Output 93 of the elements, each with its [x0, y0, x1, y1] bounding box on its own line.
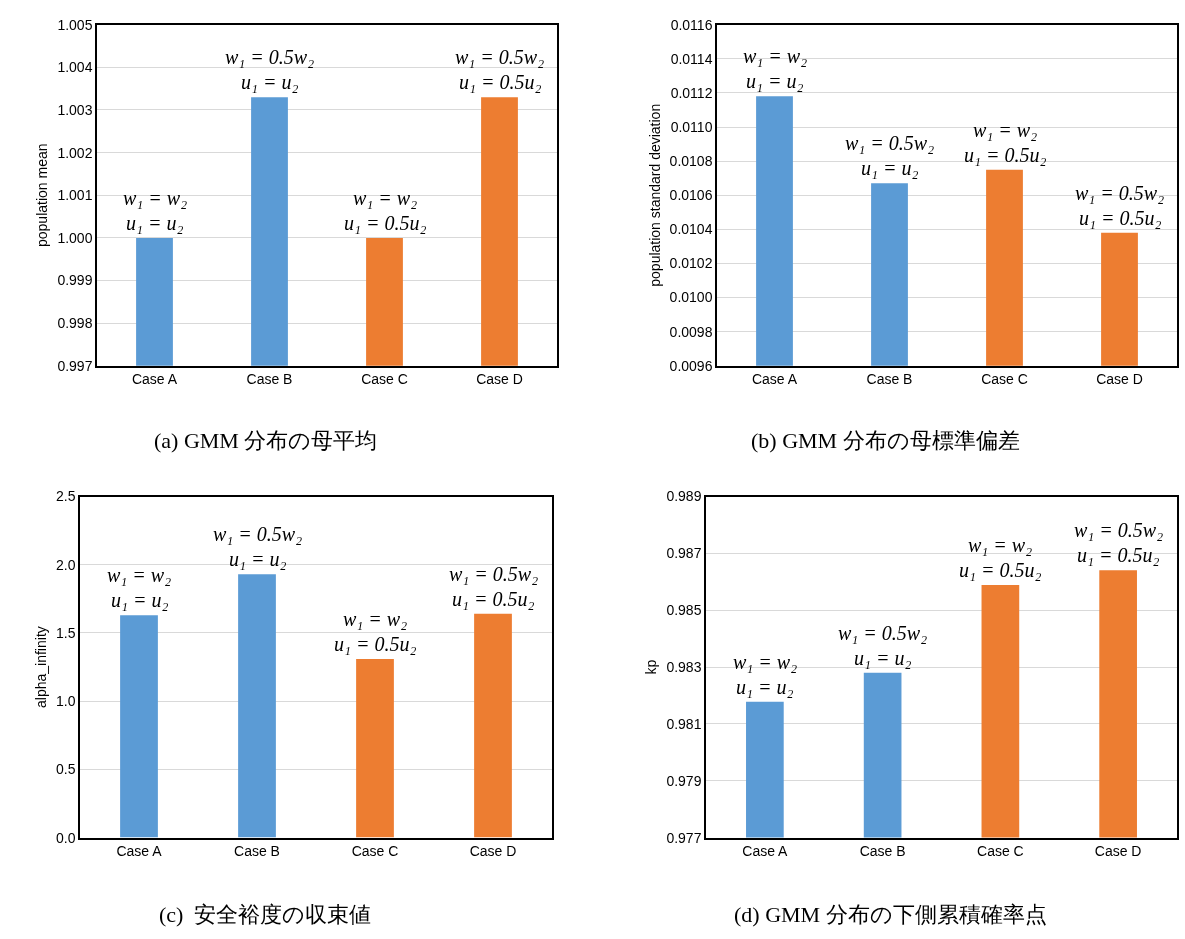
y-tick-label: 2.0: [55, 556, 76, 573]
x-tick-label: Case A: [742, 843, 789, 860]
x-tick-label: Case C: [361, 371, 408, 388]
x-tick-label: Case C: [977, 843, 1024, 860]
annotation: w₁ = 0.5w₂: [845, 132, 935, 154]
y-tick-label: 0.998: [57, 315, 93, 332]
annotation: u₁ = u₂: [746, 70, 804, 92]
text: (a) GMM 分布の母平均: [154, 428, 378, 453]
x-tick-label: Case B: [859, 843, 906, 860]
bar: [120, 615, 158, 838]
y-tick-label: 0.0114: [670, 50, 713, 67]
y-tick-label: 0.0106: [669, 187, 713, 204]
y-tick-label: 0.0098: [669, 323, 713, 340]
annotation: u₁ = u₂: [736, 676, 794, 698]
y-tick-label: 2.5: [55, 488, 76, 505]
x-tick-label: Case C: [981, 371, 1028, 388]
y-tick-label: 1.005: [57, 16, 93, 33]
y-tick-label: 1.002: [57, 144, 93, 161]
y-tick-label: 0.0108: [669, 153, 713, 170]
y-tick-label: 0.979: [666, 772, 702, 789]
x-tick-label: Case B: [866, 371, 913, 388]
y-tick-label: 0.983: [666, 658, 702, 675]
annotation: w₁ = 0.5w₂: [1074, 519, 1164, 541]
annotation: u₁ = u₂: [854, 647, 912, 669]
y-tick-label: 0.5: [55, 761, 76, 778]
annotation: u₁ = 0.5u₂: [959, 559, 1042, 581]
annotation: w₁ = 0.5w₂: [455, 46, 545, 68]
y-tick-label: 0.989: [666, 488, 702, 505]
annotation: w₁ = w₂: [343, 608, 408, 630]
y-tick-label: 0.0: [55, 829, 76, 846]
bar: [238, 574, 276, 838]
text: (d) GMM 分布の下側累積確率点: [734, 902, 1047, 927]
y-tick-label: 0.0110: [670, 118, 713, 135]
y-axis-title: kp: [643, 659, 660, 675]
x-tick-label: Case D: [469, 843, 517, 860]
annotation: u₁ = 0.5u₂: [964, 144, 1047, 166]
annotation: u₁ = u₂: [111, 589, 169, 611]
y-tick-label: 0.981: [666, 715, 702, 732]
y-tick-label: 0.977: [666, 829, 702, 846]
annotation: w₁ = w₂: [107, 564, 172, 586]
y-axis-title: population standard deviation: [646, 103, 663, 287]
text: (b) GMM 分布の母標準偏差: [751, 428, 1020, 453]
annotation: w₁ = 0.5w₂: [838, 622, 928, 644]
y-tick-label: 1.0: [55, 693, 76, 710]
y-tick-label: 0.0104: [669, 221, 713, 238]
annotation: w₁ = 0.5w₂: [449, 563, 539, 585]
annotation: w₁ = 0.5w₂: [1075, 182, 1165, 204]
x-tick-label: Case A: [131, 371, 178, 388]
annotation: u₁ = 0.5u₂: [344, 212, 427, 234]
y-tick-label: 1.5: [55, 624, 76, 641]
y-tick-label: 1.004: [57, 59, 93, 76]
x-tick-label: Case B: [234, 843, 280, 860]
x-tick-label: Case A: [751, 371, 798, 388]
x-tick-label: Case D: [476, 371, 523, 388]
y-tick-label: 1.003: [57, 101, 93, 118]
annotation: w₁ = w₂: [733, 651, 798, 673]
annotation: w₁ = w₂: [123, 187, 188, 209]
bar: [356, 658, 394, 838]
y-tick-label: 0.0112: [670, 84, 713, 101]
y-axis-title: alpha_infinity: [33, 626, 50, 708]
annotation: w₁ = 0.5w₂: [225, 46, 315, 68]
annotation: u₁ = 0.5u₂: [334, 633, 417, 655]
x-tick-label: Case D: [1096, 371, 1143, 388]
annotation: u₁ = 0.5u₂: [452, 588, 535, 610]
bar: [474, 613, 512, 838]
x-tick-label: Case A: [116, 843, 163, 860]
x-tick-label: Case B: [246, 371, 293, 388]
x-tick-label: Case C: [351, 843, 399, 860]
y-tick-label: 0.0116: [670, 16, 713, 33]
y-tick-label: 0.0100: [669, 289, 713, 306]
y-tick-label: 0.997: [57, 357, 93, 374]
annotation: u₁ = u₂: [241, 71, 299, 93]
annotation: w₁ = w₂: [973, 119, 1038, 141]
annotation: u₁ = 0.5u₂: [1077, 544, 1160, 566]
annotation: w₁ = 0.5w₂: [213, 523, 303, 545]
y-tick-label: 0.987: [666, 545, 702, 562]
annotation: w₁ = w₂: [743, 45, 808, 67]
annotation: u₁ = 0.5u₂: [1079, 207, 1162, 229]
annotation: u₁ = u₂: [126, 212, 184, 234]
text: (c) 安全裕度の収束値: [159, 902, 372, 927]
annotation: u₁ = 0.5u₂: [459, 71, 542, 93]
y-tick-label: 0.0102: [669, 255, 713, 272]
x-tick-label: Case D: [1094, 843, 1142, 860]
y-tick-label: 0.985: [666, 602, 702, 619]
annotation: u₁ = u₂: [861, 157, 919, 179]
y-tick-label: 1.001: [57, 187, 93, 204]
y-tick-label: 0.0096: [669, 357, 713, 374]
y-tick-label: 1.000: [57, 229, 93, 246]
annotation: w₁ = w₂: [968, 534, 1033, 556]
y-axis-title: population mean: [34, 143, 51, 248]
annotation: u₁ = u₂: [229, 548, 287, 570]
annotation: w₁ = w₂: [353, 187, 418, 209]
y-tick-label: 0.999: [57, 272, 93, 289]
